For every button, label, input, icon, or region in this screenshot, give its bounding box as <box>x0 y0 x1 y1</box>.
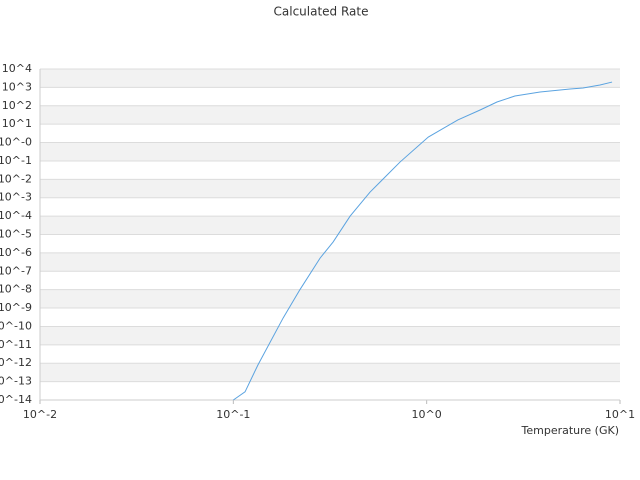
y-tick-label: 10^3 <box>2 80 32 93</box>
grid-band <box>40 363 620 382</box>
y-tick-label: 10^-0 <box>0 136 32 149</box>
y-tick-label: 10^-10 <box>0 319 32 332</box>
grid-band <box>40 326 620 345</box>
x-tick-label: 10^1 <box>605 408 635 421</box>
grid-band <box>40 179 620 198</box>
x-tick-label: 10^-2 <box>23 408 57 421</box>
y-tick-label: 10^-14 <box>0 393 32 406</box>
y-tick-label: 10^1 <box>2 117 32 130</box>
grid-band <box>40 252 620 272</box>
x-axis-label: Temperature (GK) <box>521 424 620 437</box>
y-tick-label: 10^-7 <box>0 264 32 277</box>
y-tick-label: 10^-6 <box>0 246 32 259</box>
grid-band <box>40 216 620 235</box>
y-tick-label: 10^4 <box>2 62 32 75</box>
y-tick-label: 10^-11 <box>0 338 32 351</box>
grid-band <box>40 69 620 88</box>
y-tick-label: 10^-4 <box>0 209 32 222</box>
grid-band <box>40 142 620 161</box>
chart-title: Calculated Rate <box>274 5 369 19</box>
y-tick-label: 10^-1 <box>0 154 32 167</box>
y-tick-label: 10^-5 <box>0 228 32 241</box>
line-series <box>233 81 613 401</box>
y-tick-label: 10^-13 <box>0 375 32 388</box>
y-tick-label: 10^-9 <box>0 301 32 314</box>
y-tick-label: 10^2 <box>2 99 32 112</box>
x-tick-label: 10^0 <box>412 408 442 421</box>
y-tick-label: 10^-2 <box>0 172 32 185</box>
grid-band <box>40 105 620 125</box>
y-tick-label: 10^-3 <box>0 191 32 204</box>
y-tick-label: 10^-8 <box>0 283 32 296</box>
y-tick-label: 10^-12 <box>0 356 32 369</box>
grid-band <box>40 289 620 309</box>
x-tick-label: 10^-1 <box>216 408 250 421</box>
